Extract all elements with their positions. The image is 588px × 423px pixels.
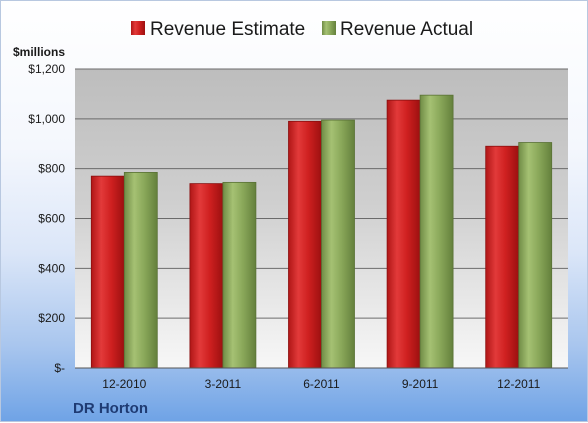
y-tick-label: $1,000 bbox=[28, 112, 65, 126]
bar-revenue-estimate bbox=[386, 99, 421, 369]
bar-revenue-actual bbox=[222, 181, 257, 369]
x-axis-ticks: 12-2010 3-2011 6-2011 9-2011 12-2011 bbox=[102, 377, 540, 391]
bar-revenue-actual bbox=[321, 119, 355, 369]
x-tick-label: 3-2011 bbox=[205, 377, 242, 391]
x-tick-label: 12-2010 bbox=[102, 377, 146, 391]
y-tick-label: $200 bbox=[38, 311, 65, 325]
bar-revenue-estimate bbox=[90, 175, 125, 369]
y-tick-label: $400 bbox=[38, 261, 65, 275]
bar-revenue-estimate bbox=[189, 183, 224, 369]
bars bbox=[90, 94, 553, 369]
x-tick-label: 6-2011 bbox=[303, 377, 340, 391]
x-tick-label: 9-2011 bbox=[402, 377, 439, 391]
legend-swatch-actual bbox=[322, 21, 336, 35]
legend-label-actual: Revenue Actual bbox=[340, 19, 473, 40]
bar-revenue-actual bbox=[419, 94, 454, 369]
y-tick-label: $- bbox=[54, 361, 65, 375]
y-tick-label: $800 bbox=[38, 162, 65, 176]
x-tick-label: 12-2011 bbox=[497, 377, 540, 391]
bar-revenue-estimate bbox=[485, 145, 520, 369]
y-axis-unit-label: $millions bbox=[13, 45, 65, 59]
y-tick-label: $600 bbox=[38, 212, 65, 226]
legend-swatch-estimate bbox=[131, 21, 145, 35]
legend-label-estimate: Revenue Estimate bbox=[150, 19, 305, 40]
y-tick-label: $1,200 bbox=[28, 62, 65, 76]
bar-revenue-actual bbox=[518, 142, 553, 369]
y-axis-ticks: $- $200 $400 $600 $800 $1,000 $1,200 bbox=[28, 62, 65, 375]
bar-revenue-actual bbox=[123, 172, 158, 369]
company-name: DR Horton bbox=[73, 400, 148, 417]
bar-revenue-estimate bbox=[288, 120, 322, 369]
